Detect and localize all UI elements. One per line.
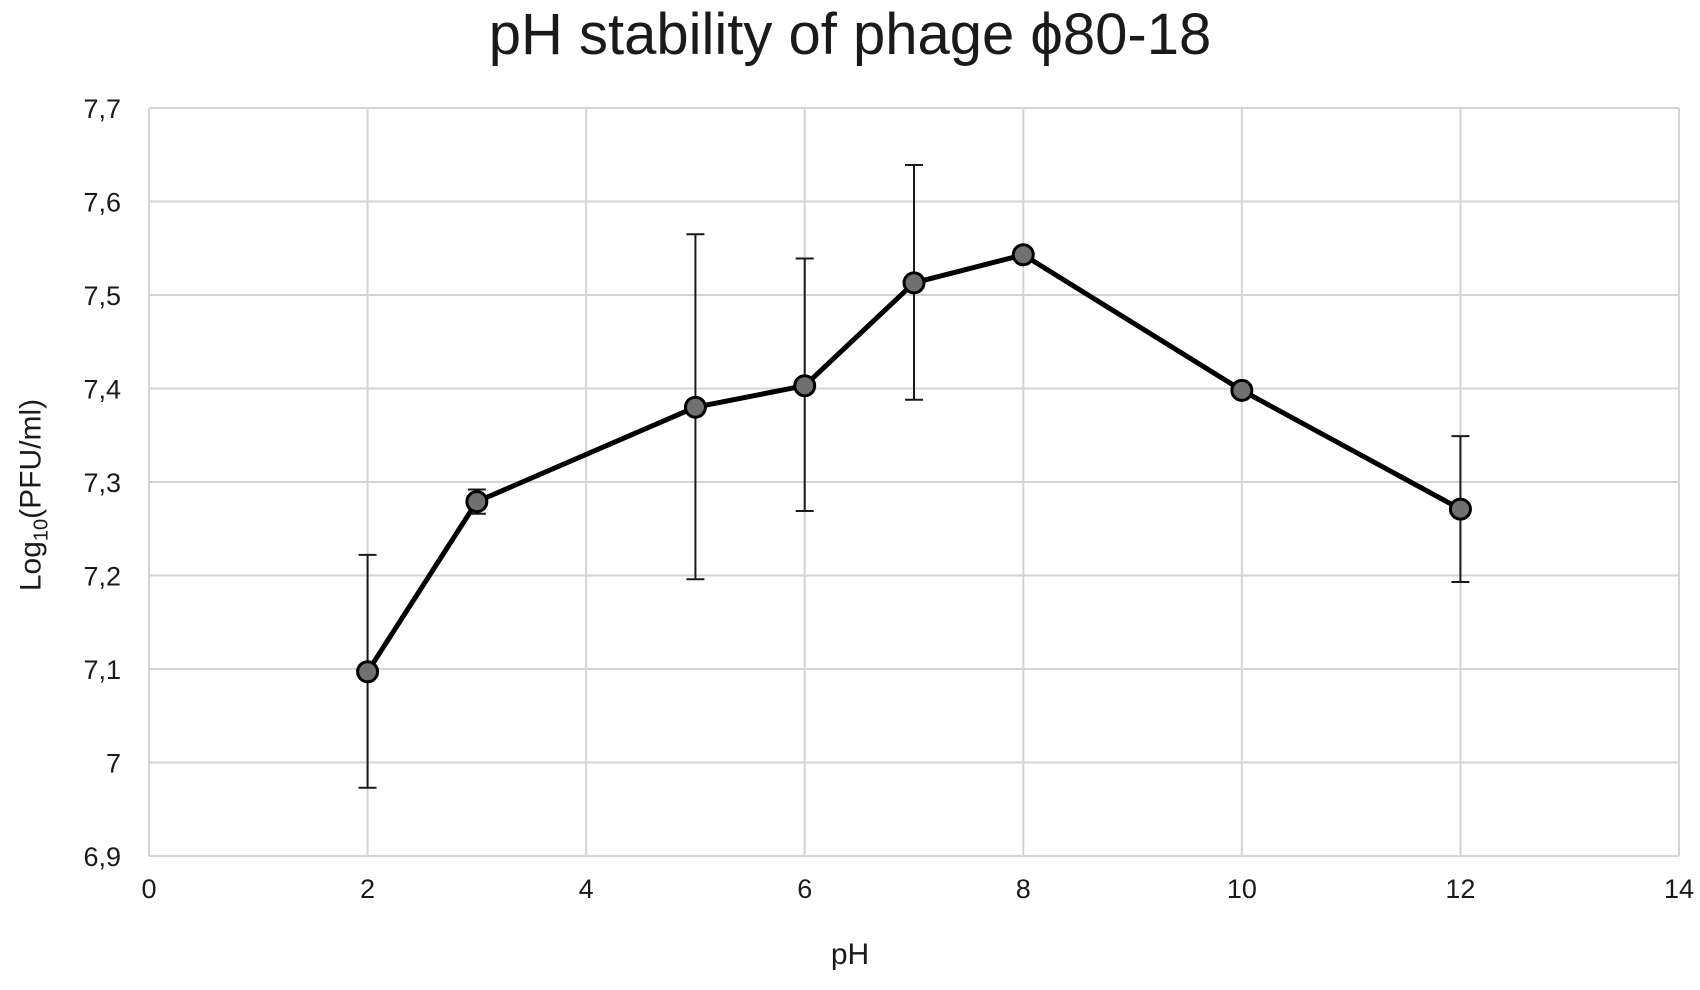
y-tick-label: 7,7 xyxy=(83,94,121,124)
tick-labels: 0 2 4 6 8 10 12 14 6,9 7 7,1 7,2 7,3 7,4 7,5 7,6 7,7 xyxy=(83,94,1694,904)
x-tick-label: 2 xyxy=(360,874,375,904)
y-axis-title-subscript: 10 xyxy=(30,518,53,542)
data-points xyxy=(356,243,1472,684)
y-axis-title: Log10(PFU/ml) xyxy=(15,399,54,591)
x-tick-label: 6 xyxy=(797,874,812,904)
x-tick-label: 8 xyxy=(1016,874,1031,904)
data-point xyxy=(1448,497,1472,521)
chart-title: pH stability of phage ϕ80-18 xyxy=(488,2,1212,67)
y-tick-label: 7 xyxy=(106,749,121,779)
y-tick-label: 6,9 xyxy=(83,842,121,872)
data-point xyxy=(902,271,926,295)
series-lines xyxy=(365,252,1462,674)
x-tick-label: 10 xyxy=(1227,874,1257,904)
x-tick-label: 0 xyxy=(141,874,156,904)
x-tick-label: 12 xyxy=(1445,874,1475,904)
data-point xyxy=(793,374,817,398)
data-point xyxy=(465,490,489,514)
series-line xyxy=(365,252,1462,674)
data-point xyxy=(683,395,707,419)
data-point xyxy=(356,660,380,684)
data-point xyxy=(1011,243,1035,267)
y-tick-label: 7,4 xyxy=(83,375,121,405)
data-point xyxy=(1230,378,1254,402)
y-tick-label: 7,2 xyxy=(83,562,121,592)
y-tick-label: 7,1 xyxy=(83,655,121,685)
y-axis-title-suffix: (PFU/ml) xyxy=(14,398,48,519)
y-axis-title-prefix: Log xyxy=(14,541,48,592)
y-tick-label: 7,5 xyxy=(83,281,121,311)
x-axis-title: pH xyxy=(830,938,870,971)
error-bars xyxy=(358,164,1470,789)
y-tick-label: 7,3 xyxy=(83,468,121,498)
x-tick-label: 14 xyxy=(1664,874,1694,904)
y-tick-label: 7,6 xyxy=(83,188,121,218)
x-tick-label: 4 xyxy=(579,874,594,904)
